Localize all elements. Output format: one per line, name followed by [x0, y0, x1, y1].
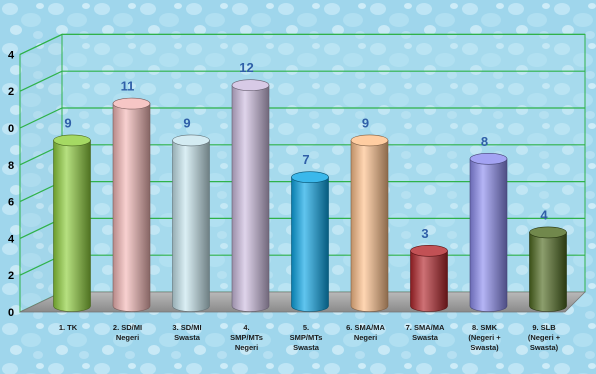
category-label: 2. SD/MI Negeri — [113, 323, 142, 342]
bar-top — [410, 245, 448, 257]
category-label: 7. SMA/MA Swasta — [406, 323, 445, 342]
category-label: 9. SLB (Negeri + Swasta) — [528, 323, 561, 352]
y-axis-ticks: 0 2 4 6 8 0 2 4 — [8, 49, 15, 319]
y-tick-label: 4 — [8, 233, 15, 245]
y-tick-label: 0 — [8, 123, 14, 135]
bar — [112, 103, 151, 312]
y-tick-label: 8 — [8, 160, 14, 172]
category-label: 5. SMP/MTs Swasta — [290, 323, 323, 352]
data-label: 7 — [302, 152, 309, 167]
bar — [291, 176, 329, 312]
data-label: 8 — [481, 134, 488, 149]
gridline — [19, 33, 585, 55]
category-label: 4. SMP/MTs Negeri — [230, 323, 263, 352]
y-tick-label: 6 — [8, 197, 14, 209]
gridline — [19, 70, 585, 92]
y-tick-label: 4 — [8, 49, 15, 61]
bar — [410, 250, 448, 312]
data-label: 3 — [421, 226, 428, 241]
data-label: 9 — [64, 115, 71, 130]
category-label: 8. SMK (Negeri + Swasta) — [468, 323, 501, 352]
category-label: 3. SD/MI Swasta — [172, 323, 201, 342]
y-tick-label: 2 — [8, 270, 14, 282]
data-label: 9 — [183, 115, 190, 130]
bar — [529, 232, 567, 312]
category-label: 1. TK — [59, 323, 78, 332]
bar-top — [53, 134, 91, 147]
bar — [350, 140, 389, 312]
bar-top — [291, 171, 329, 183]
data-label: 12 — [239, 60, 253, 75]
category-label: 6. SMA/MA Negeri — [346, 323, 385, 342]
bar-top — [350, 134, 389, 147]
bar-top — [231, 79, 270, 91]
y-tick-label: 2 — [8, 86, 14, 98]
gridline — [19, 107, 585, 129]
bar — [53, 140, 91, 312]
bar — [172, 140, 210, 312]
bar — [231, 84, 270, 312]
bar-top — [112, 97, 151, 110]
bar-top — [529, 226, 567, 239]
bar-top — [172, 134, 210, 147]
x-axis-labels: 1. TK 2. SD/MI Negeri 3. SD/MI Swasta 4. SMP/M… — [59, 323, 561, 352]
bar-top — [469, 153, 508, 165]
bars-layer: 9 11 9 12 7 9 3 8 4 — [53, 60, 567, 312]
bar — [469, 158, 508, 312]
y-tick-label: 0 — [8, 307, 14, 319]
data-label: 9 — [362, 115, 369, 130]
data-label: 4 — [540, 207, 548, 222]
data-label: 11 — [121, 79, 135, 94]
